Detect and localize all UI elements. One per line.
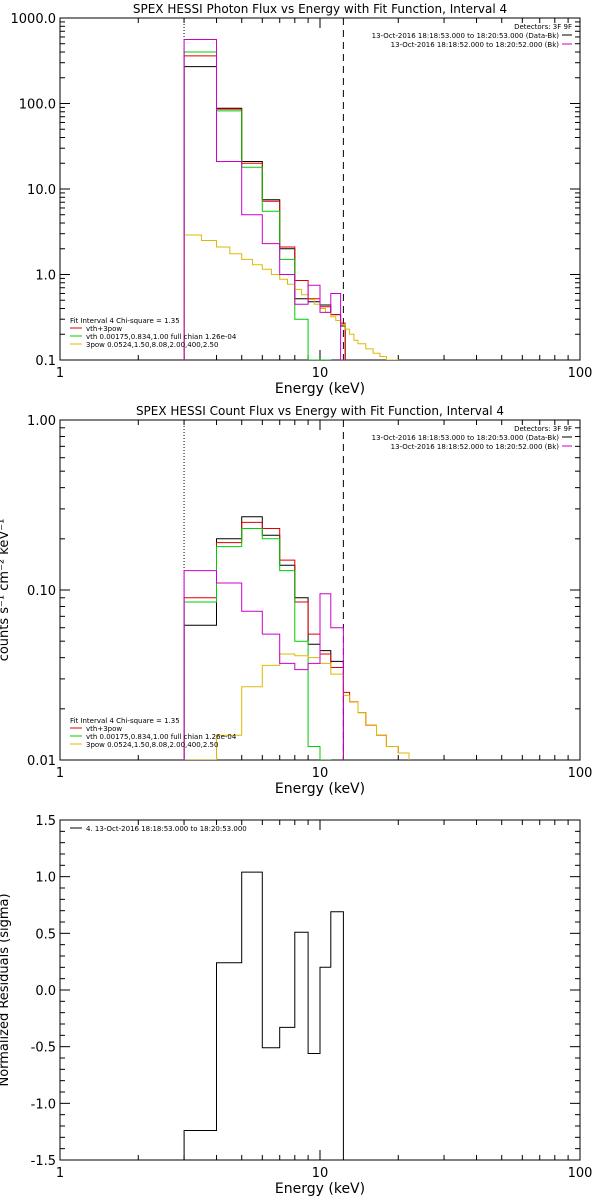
- y-tick-label: 1.5: [35, 814, 56, 829]
- x-tick-label: 100: [568, 366, 593, 381]
- x-tick-label: 10: [312, 1166, 329, 1181]
- series-line: [183, 39, 346, 360]
- fit-legend-entry: vth 0.00175,0.834,1.00 full chian 1.26e-…: [86, 733, 237, 741]
- series-group: [183, 516, 410, 760]
- x-tick-label: 1: [56, 366, 64, 381]
- y-axis-label: Normalized Residuals (sigma): [0, 893, 12, 1086]
- series-group: [183, 39, 399, 360]
- legend-entry: 13-Oct-2016 18:18:52.000 to 18:20:52.000…: [391, 41, 560, 49]
- y-tick-label: 10.0: [27, 183, 56, 198]
- fit-legend-title: Fit Interval 4 Chi-square = 1.35: [70, 717, 180, 725]
- y-tick-label: -1.0: [31, 1097, 56, 1112]
- legend-entry: 13-Oct-2016 18:18:52.000 to 18:20:52.000…: [391, 443, 560, 451]
- series-line: [183, 51, 332, 360]
- y-tick-label: -1.5: [31, 1154, 56, 1169]
- legend-title: Detectors: 3F 9F: [514, 23, 572, 31]
- x-tick-label: 1: [56, 766, 64, 781]
- x-tick-label: 10: [312, 766, 329, 781]
- y-tick-label: -0.5: [31, 1041, 56, 1056]
- x-axis-label: Energy (keV): [275, 1181, 365, 1197]
- series-line: [183, 521, 410, 760]
- y-tick-label: 0.5: [35, 927, 56, 942]
- y-tick-label: 1.00: [27, 414, 56, 429]
- y-axis-label: counts s⁻¹ cm⁻² keV⁻¹: [0, 519, 12, 662]
- series-line: [183, 55, 346, 360]
- y-tick-label: 0.0: [35, 984, 56, 999]
- chart-panel-2: 1 10 100 0.01 0.10 1.00 SPEX HESSI Count Flux …: [0, 404, 592, 797]
- legend-title: Detectors: 3F 9F: [514, 425, 572, 433]
- x-tick-label: 100: [568, 1166, 593, 1181]
- series-line: [183, 653, 410, 760]
- x-tick-label: 10: [312, 366, 329, 381]
- plot-frame: [59, 419, 581, 761]
- fit-legend-entry: 3pow 0.0524,1.50,8.08,2.00,400,2.50: [86, 741, 218, 749]
- series-line: [183, 871, 344, 1160]
- series-line: [183, 66, 346, 360]
- series-line: [183, 528, 332, 760]
- x-tick-label: 100: [568, 766, 593, 781]
- series-group: [183, 871, 344, 1160]
- series-line: [183, 516, 344, 760]
- y-tick-label: 0.1: [35, 354, 56, 369]
- chart-panel-3: 1 10 100 -1.5 -1.0 -0.5 0.0 0.5 1.0 1.5 Energy (ke…: [0, 814, 592, 1197]
- y-tick-label: 0.10: [27, 584, 56, 599]
- chart-panel-1: 1 10 100 0.1 1.0 10.0 100.0 1000.0 SPEX HESSI Ph…: [11, 2, 593, 397]
- legend-entry: 13-Oct-2016 18:18:53.000 to 18:20:53.000…: [372, 434, 560, 442]
- chart-title: SPEX HESSI Photon Flux vs Energy with Fi…: [133, 2, 507, 16]
- legend-entry: 13-Oct-2016 18:18:53.000 to 18:20:53.000…: [372, 32, 560, 40]
- fit-legend-entry: vth+3pow: [86, 325, 122, 333]
- x-axis-label: Energy (keV): [275, 781, 365, 797]
- fit-legend-entry: vth+3pow: [86, 725, 122, 733]
- fit-legend-entry: vth 0.00175,0.834,1.00 full chian 1.26e-…: [86, 333, 237, 341]
- y-tick-label: 1.0: [35, 269, 56, 284]
- fit-legend-entry: 3pow 0.0524,1.50,8.08,2.00,400,2.50: [86, 341, 218, 349]
- legend-entry: 4. 13-Oct-2016 18:18:53.000 to 18:20:53.…: [86, 825, 247, 833]
- y-tick-label: 1000.0: [11, 12, 57, 27]
- y-tick-label: 1.0: [35, 871, 56, 886]
- fit-legend-title: Fit Interval 4 Chi-square = 1.35: [70, 317, 180, 325]
- x-axis-label: Energy (keV): [275, 381, 365, 397]
- x-tick-label: 1: [56, 1166, 64, 1181]
- y-tick-label: 100.0: [19, 98, 56, 113]
- series-line: [183, 570, 344, 760]
- y-tick-label: 0.01: [27, 754, 56, 769]
- chart-title: SPEX HESSI Count Flux vs Energy with Fit…: [136, 404, 504, 418]
